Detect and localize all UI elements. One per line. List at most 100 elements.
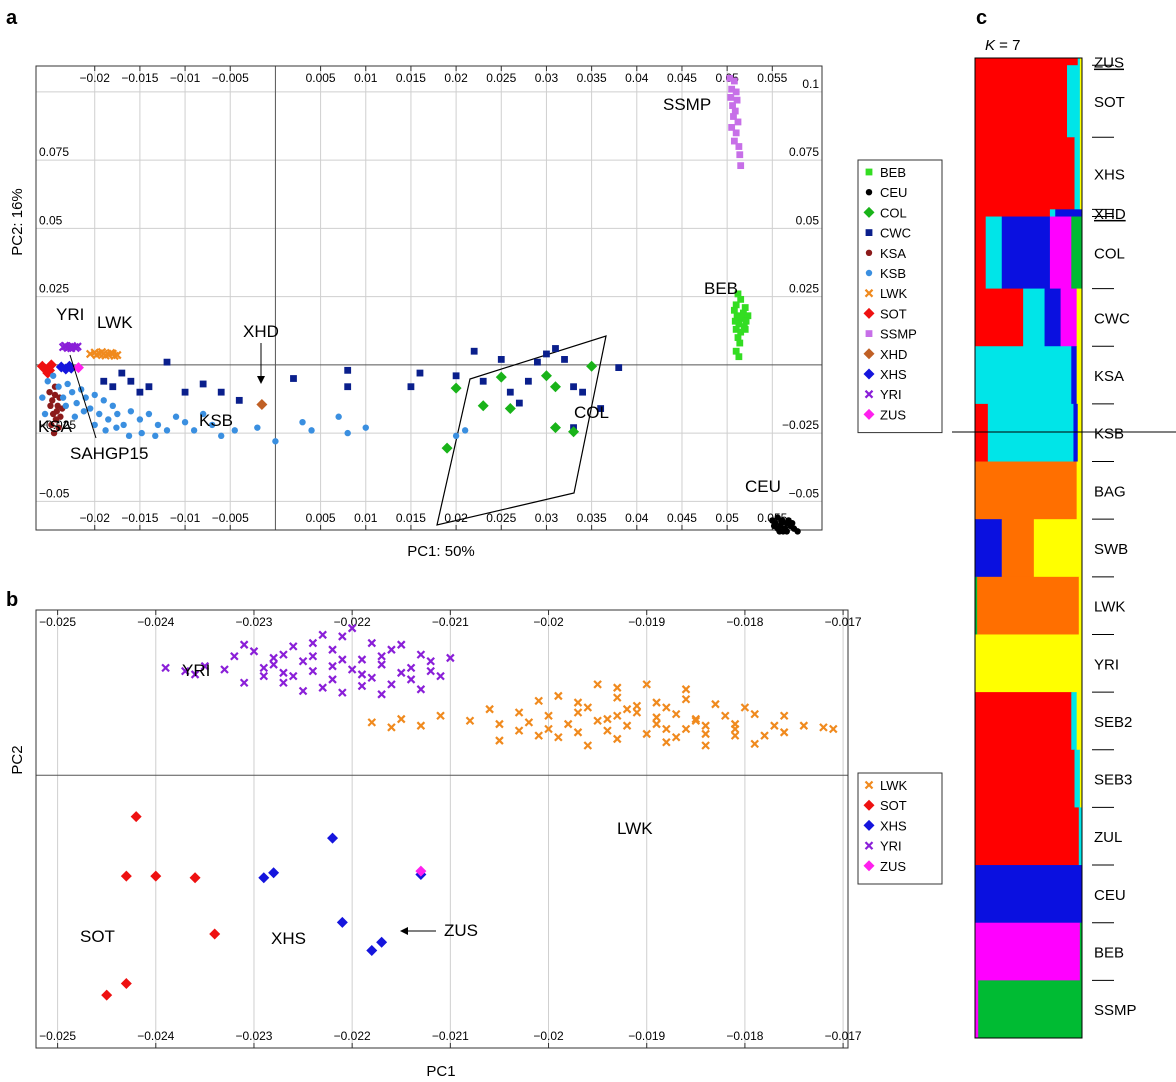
group-label-beb: BEB bbox=[1094, 945, 1124, 962]
point-ksb bbox=[154, 421, 162, 429]
admixture-segment-cyan bbox=[1074, 749, 1081, 808]
point-lwk bbox=[563, 719, 573, 729]
admixture-title-rest: = 7 bbox=[995, 37, 1020, 54]
point-beb bbox=[741, 325, 749, 333]
point-lwk bbox=[514, 708, 524, 717]
point-ssmp bbox=[730, 113, 737, 120]
x-tick-label-bottom: 0.015 bbox=[396, 511, 426, 525]
point-yri bbox=[318, 683, 327, 692]
point-yri bbox=[60, 341, 70, 351]
point-yri bbox=[288, 642, 298, 651]
admixture-segment-blue bbox=[1055, 209, 1083, 218]
admixture-segment-red bbox=[975, 807, 1080, 866]
point-beb bbox=[736, 339, 744, 347]
group-label-xhs: XHS bbox=[1094, 166, 1125, 183]
point-lwk bbox=[720, 711, 730, 721]
point-ksb bbox=[218, 432, 225, 440]
point-ksb bbox=[152, 432, 159, 440]
x-tick-label-top: −0.01 bbox=[170, 71, 201, 85]
point-yri bbox=[269, 660, 278, 669]
point-ksb bbox=[199, 410, 207, 418]
admixture-segment-blue bbox=[1044, 288, 1062, 347]
series-cwc bbox=[100, 345, 623, 432]
point-ksb bbox=[138, 429, 145, 437]
point-cwc bbox=[524, 377, 532, 385]
point-ksb bbox=[114, 410, 121, 418]
point-lwk bbox=[603, 726, 612, 735]
series-yri bbox=[58, 341, 82, 353]
point-lwk bbox=[740, 703, 750, 712]
point-cwc bbox=[100, 377, 108, 385]
point-lwk bbox=[106, 348, 116, 358]
point-ksb bbox=[145, 410, 153, 418]
admixture-segment-green bbox=[1079, 922, 1083, 981]
admixture-group-labels: ZUS SOT XHS XHD COL CWC KSA KSB BAG SWB LWK YRI SEB2… bbox=[1092, 55, 1137, 1019]
point-lwk bbox=[681, 694, 691, 704]
point-sot bbox=[120, 870, 132, 882]
legend-label-ceu: CEU bbox=[880, 185, 907, 200]
point-lwk bbox=[573, 708, 583, 717]
series-yri bbox=[161, 623, 455, 699]
point-cwc bbox=[290, 375, 297, 382]
admixture-group-xhs bbox=[975, 137, 1083, 210]
point-xhs bbox=[376, 936, 388, 948]
point-sot bbox=[130, 811, 142, 823]
x-tick-label-bottom: 0.03 bbox=[535, 511, 559, 525]
admixture-group-sot bbox=[975, 65, 1083, 138]
point-yri bbox=[446, 653, 455, 663]
point-ksb bbox=[461, 427, 469, 434]
pca-a-xlabel: PC1: 50% bbox=[407, 543, 475, 560]
point-cwc bbox=[217, 388, 225, 396]
point-ksa bbox=[57, 413, 64, 420]
point-ksb bbox=[55, 383, 62, 390]
point-ssmp bbox=[727, 93, 735, 101]
annotation-yri: YRI bbox=[56, 305, 84, 324]
admixture-segment-yellow bbox=[1076, 346, 1083, 405]
x-tick-label-top: −0.021 bbox=[432, 615, 469, 629]
point-yri bbox=[308, 666, 318, 676]
admixture-segment-red bbox=[975, 403, 989, 463]
annotation-xhd: XHD bbox=[243, 322, 279, 341]
point-lwk bbox=[495, 719, 504, 729]
point-lwk bbox=[436, 711, 445, 721]
point-lwk bbox=[799, 721, 809, 730]
point-beb bbox=[733, 312, 741, 320]
zus-arrow-head bbox=[400, 927, 408, 935]
admixture-group-yri bbox=[975, 634, 1083, 693]
point-cwc bbox=[416, 369, 424, 377]
point-lwk bbox=[642, 729, 651, 739]
point-lwk bbox=[652, 713, 661, 722]
point-xhs bbox=[65, 362, 77, 374]
x-tick-label-top: −0.024 bbox=[137, 615, 174, 629]
point-lwk bbox=[770, 721, 779, 730]
point-yri bbox=[347, 623, 357, 633]
point-ssmp bbox=[735, 143, 743, 150]
point-ceu bbox=[770, 522, 778, 530]
point-lwk bbox=[652, 719, 661, 729]
x-tick-label-top: −0.023 bbox=[235, 615, 272, 629]
point-lwk bbox=[750, 709, 760, 719]
admixture-segment-yellow bbox=[1076, 692, 1083, 751]
pca-b-points bbox=[101, 623, 838, 1001]
legend-marker-xhs bbox=[863, 819, 875, 831]
point-lwk bbox=[416, 721, 426, 730]
y-tick-label-left: 0.075 bbox=[39, 145, 69, 159]
admixture-segment-cyan bbox=[1023, 288, 1046, 347]
group-label-xhd: XHD bbox=[1094, 206, 1126, 223]
point-yri bbox=[436, 671, 445, 681]
point-ksb bbox=[308, 427, 315, 434]
admixture-segment-yellow bbox=[975, 634, 1083, 693]
group-label-yri: YRI bbox=[1094, 656, 1119, 673]
series-zus bbox=[72, 362, 84, 374]
point-ksb bbox=[62, 402, 70, 410]
point-lwk bbox=[632, 701, 642, 711]
admixture-segment-yellow bbox=[1033, 519, 1083, 578]
point-lwk bbox=[593, 716, 602, 726]
admixture-group-zus bbox=[975, 58, 1083, 66]
point-lwk bbox=[495, 736, 504, 745]
point-ssmp bbox=[734, 118, 742, 126]
point-cwc bbox=[470, 347, 478, 355]
x-tick-label-top: 0.045 bbox=[667, 71, 697, 85]
series-zus bbox=[415, 865, 427, 877]
